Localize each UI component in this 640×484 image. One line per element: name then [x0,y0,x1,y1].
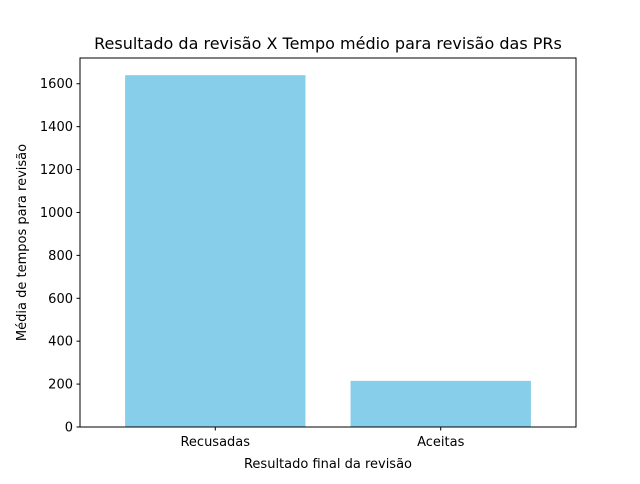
y-tick-label: 400 [48,335,73,350]
plot-area: 0 200 400 600 800 1000 1200 1400 1600 Recusadas A… [40,57,577,450]
bars-layer [125,75,531,428]
x-tick-label-recusadas: Recusadas [180,435,250,450]
y-tick-label: 0 [65,421,73,436]
x-axis-label: Resultado final da revisão [244,457,412,472]
x-tick-label-aceitas: Aceitas [417,435,464,450]
y-tick-label: 200 [48,378,73,393]
chart-title: Resultado da revisão X Tempo médio para … [94,34,562,53]
y-tick-label: 1200 [40,163,73,178]
y-tick-label: 1600 [40,77,73,92]
y-axis-ticks: 0 200 400 600 800 1000 1200 1400 1600 [40,77,80,436]
y-tick-label: 800 [48,249,73,264]
bar-recusadas [125,75,306,427]
y-axis-label: Média de tempos para revisão [15,144,30,341]
y-tick-label: 1000 [40,206,73,221]
bar-aceitas [350,380,531,428]
plot-frame [79,57,577,428]
y-tick-label: 1400 [40,120,73,135]
y-tick-label: 600 [48,292,73,307]
x-axis-ticks: Recusadas Aceitas [180,427,465,450]
